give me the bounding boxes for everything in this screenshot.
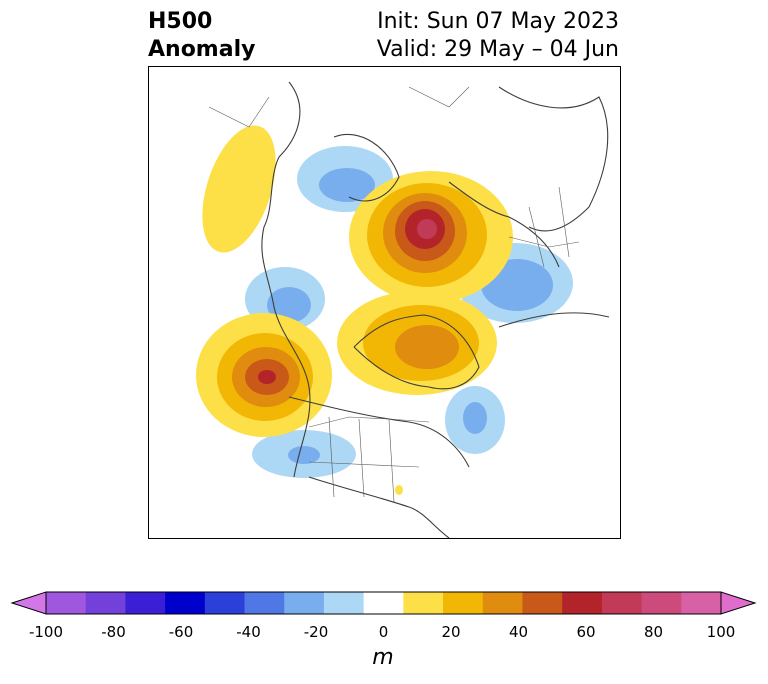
colorbar-box [482,592,523,614]
colorbar-boxes [46,592,722,614]
colorbar-box [403,592,444,614]
colorbar-tick-label: 80 [643,623,664,641]
colorbar-tick-label: -40 [236,623,261,641]
colorbar-box [284,592,325,614]
colorbar-box [204,592,246,614]
coastlines [261,81,610,538]
colorbar-box [244,592,285,614]
colorbar-box [562,592,603,614]
colorbar-tick-label: 60 [576,623,596,641]
title-right: Init: Sun 07 May 2023 Valid: 29 May – 04… [377,8,619,64]
colorbar-tick-label: -100 [28,623,64,641]
colorbar-box [641,592,682,614]
colorbar-tick-label: 20 [441,623,461,641]
title-variable: H500 [148,9,213,34]
colorbar-box [85,592,126,614]
colorbar-tick-label: 0 [378,623,389,641]
colorbar-tick-label: -80 [101,623,126,641]
colorbar-box [363,592,404,614]
colorbar-tick-label: -60 [168,623,194,641]
positive-anomalies [196,125,513,495]
colorbar-unit: m [372,645,394,670]
colorbar-tick-label: 40 [508,623,529,641]
map-panel [148,66,621,539]
colorbar-outline [45,591,722,615]
colorbar [10,591,757,615]
colorbar-tick-label: -20 [303,623,329,641]
colorbar-box [323,592,365,614]
colorbar-box [46,592,87,614]
title-left: H500 Anomaly [148,8,255,64]
colorbar-box [125,592,166,614]
init-date: Init: Sun 07 May 2023 [377,9,619,34]
title-anomaly: Anomaly [148,37,256,62]
colorbar-box [601,592,643,614]
colorbar-left-triangle [10,591,47,615]
colorbar-box [165,592,206,614]
colorbar-right-triangle [720,591,757,615]
colorbar-tick-label: 100 [706,623,736,641]
valid-range: Valid: 29 May – 04 Jun [376,37,619,62]
colorbar-box [681,592,722,614]
colorbar-box [522,592,563,614]
political-borders [208,86,580,503]
anomaly-map [196,81,610,538]
colorbar-box [443,592,484,614]
